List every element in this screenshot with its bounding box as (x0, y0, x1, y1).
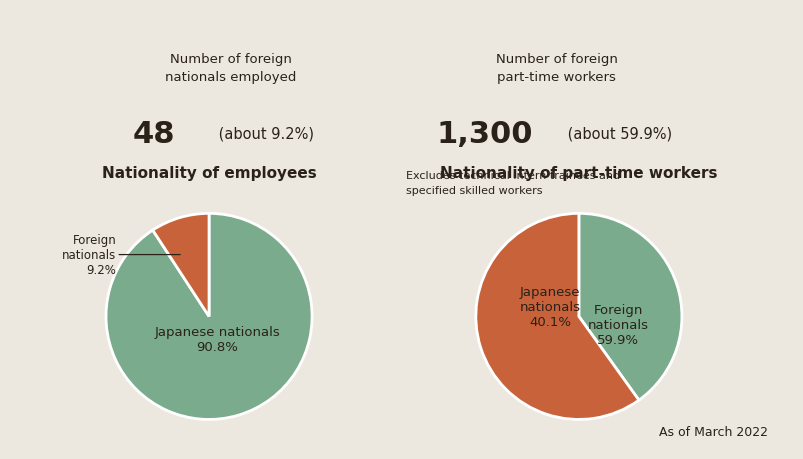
Text: 1,300: 1,300 (435, 119, 532, 148)
Text: Foreign
nationals
9.2%: Foreign nationals 9.2% (62, 234, 180, 276)
Text: Japanese
nationals
40.1%: Japanese nationals 40.1% (519, 285, 580, 328)
Text: (about 9.2%): (about 9.2%) (214, 126, 314, 141)
Text: Japanese nationals
90.8%: Japanese nationals 90.8% (154, 325, 279, 353)
Text: Number of foreign
nationals employed: Number of foreign nationals employed (165, 53, 296, 84)
Text: Number of foreign
part-time workers: Number of foreign part-time workers (495, 53, 617, 84)
Wedge shape (153, 214, 209, 317)
Wedge shape (578, 214, 681, 400)
Text: Excludes technical intern trainees and
specified skilled workers: Excludes technical intern trainees and s… (406, 171, 619, 195)
Text: Nationality of part-time workers: Nationality of part-time workers (439, 166, 717, 180)
Text: Foreign
nationals
59.9%: Foreign nationals 59.9% (587, 303, 648, 347)
Text: Nationality of employees: Nationality of employees (101, 166, 316, 180)
Text: As of March 2022: As of March 2022 (658, 425, 767, 438)
Text: (about 59.9%): (about 59.9%) (562, 126, 671, 141)
Text: 48: 48 (132, 119, 174, 148)
Wedge shape (106, 214, 312, 420)
Wedge shape (475, 214, 638, 420)
